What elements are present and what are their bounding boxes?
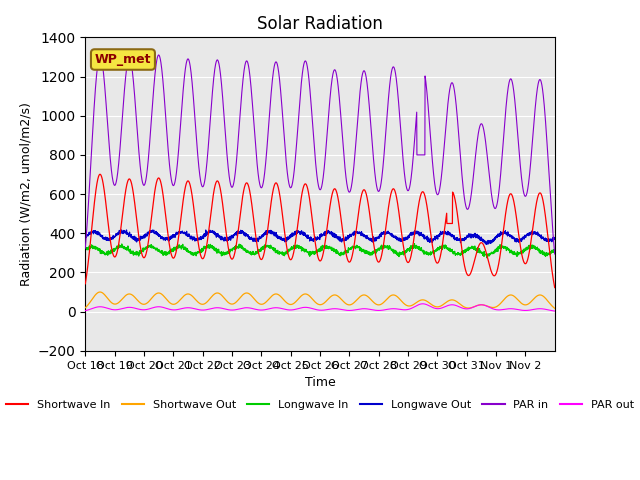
Y-axis label: Radiation (W/m2, umol/m2/s): Radiation (W/m2, umol/m2/s) (19, 102, 32, 286)
Text: WP_met: WP_met (95, 53, 151, 66)
Title: Solar Radiation: Solar Radiation (257, 15, 383, 33)
Legend: Shortwave In, Shortwave Out, Longwave In, Longwave Out, PAR in, PAR out: Shortwave In, Shortwave Out, Longwave In… (2, 396, 638, 414)
X-axis label: Time: Time (305, 376, 335, 389)
